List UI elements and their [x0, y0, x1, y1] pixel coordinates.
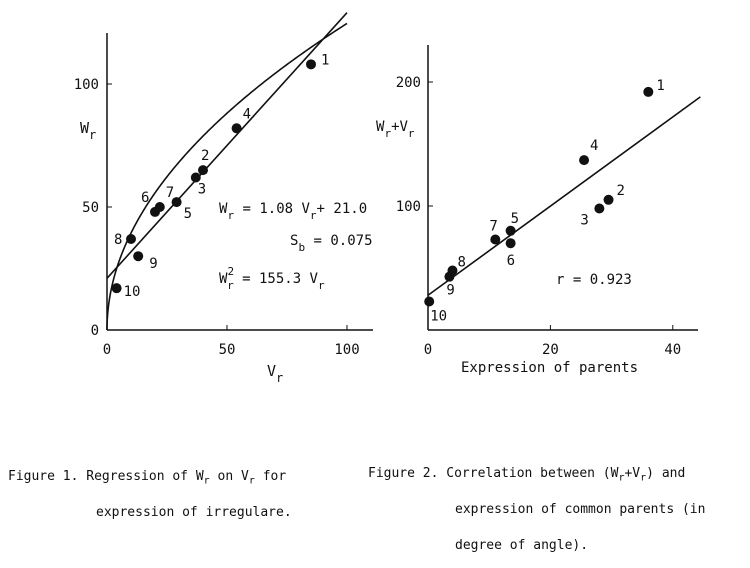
chart-2-y-tick-label: 200 [396, 75, 421, 91]
chart-1-point-label: 3 [198, 181, 206, 197]
chart-1-y-axis-label: Wr [80, 119, 96, 142]
chart-2-x-tick-label: 0 [424, 342, 432, 358]
chart-2-data-point [444, 271, 455, 282]
chart-2-x-tick-label: 20 [542, 342, 559, 358]
chart-2-data-point [490, 234, 501, 245]
chart-1-point-label: 8 [114, 232, 122, 248]
chart-1-data-point [190, 172, 201, 183]
chart-1-data-point [231, 123, 242, 134]
chart-1-point-label: 9 [149, 256, 157, 272]
chart-2-data-point [643, 86, 654, 97]
chart-1-data-point [126, 233, 136, 244]
chart-2-data-point [505, 225, 516, 236]
figure-1-caption-line-1: Figure 1. Regression of Wr on Vr for [8, 469, 287, 487]
chart-1-point-label: 7 [166, 185, 174, 201]
chart-2-point-label: 2 [617, 183, 625, 199]
chart-1-x-tick-label: 50 [219, 342, 236, 358]
chart-2-correlation: 0 20 40 100 200 1 2 3 4 5 6 7 89 10 Wr+Vr Expression… [376, 45, 701, 376]
chart-1-point-label: 1 [321, 52, 329, 68]
chart-1-data-point [133, 251, 144, 262]
figure-1-caption-line-2: expression of irregulare. [96, 505, 292, 520]
chart-2-x-tick-label: 40 [664, 342, 681, 358]
chart-1-point-label: 5 [184, 206, 192, 222]
chart-2-data-point [579, 155, 590, 166]
chart-1-data-point [111, 283, 122, 294]
chart-1-point-label: 10 [124, 284, 141, 300]
figure-2-caption-line-1: Figure 2. Correlation between (Wr+Vr) an… [368, 466, 686, 484]
chart-2-point-label: 8 [457, 254, 465, 270]
chart-1-parabola-equation: W2 r = 155.3 Vr [219, 265, 325, 292]
chart-1-regression-line [106, 12, 348, 279]
chart-1-point-label: 6 [141, 190, 149, 206]
chart-2-point-label: 6 [507, 253, 515, 269]
figure-2-caption-line-3: degree of angle). [455, 538, 589, 553]
chart-2-point-label: 4 [590, 138, 598, 154]
chart-1-regression: 0 50 100 0 50 100 1 2 3 4 5 6 7 8 9 10 Wr Vr Wr = 1.08… [74, 12, 373, 385]
chart-1-x-tick-label: 100 [334, 342, 359, 358]
chart-2-point-label: 9 [446, 283, 454, 299]
chart-1-data-point [171, 197, 182, 208]
chart-1-point-label: 4 [243, 106, 251, 122]
chart-2-y-axis-label: Wr+Vr [376, 119, 415, 140]
chart-1-parabola-curve [106, 22, 348, 331]
chart-1-regression-equation: Wr = 1.08 Vr+ 21.0 [219, 201, 367, 222]
chart-1-y-tick-label: 50 [82, 200, 99, 216]
figure-2-caption-line-2: expression of common parents (in [455, 502, 706, 517]
chart-1-point-label: 2 [201, 148, 209, 164]
chart-1-y-tick-label: 0 [91, 323, 99, 339]
chart-1-x-tick-label: 0 [103, 342, 111, 358]
chart-2-data-point [603, 194, 614, 205]
chart-2-regression-line [427, 96, 701, 296]
chart-1-x-axis-label: Vr [267, 362, 283, 385]
chart-1-data-point [306, 59, 316, 70]
chart-2-point-label: 3 [580, 212, 588, 228]
chart-1-data-point [154, 202, 165, 212]
chart-1-sb-annotation: Sb = 0.075 [290, 233, 373, 254]
chart-1-data-point [198, 165, 208, 176]
chart-2-y-tick-label: 100 [396, 199, 421, 215]
chart-2-point-label: 1 [656, 78, 664, 94]
chart-2-data-point [505, 238, 516, 249]
chart-2-data-point [594, 203, 605, 214]
chart-2-data-point [424, 296, 435, 307]
chart-2-point-label: 7 [489, 218, 497, 234]
chart-2-x-axis-label: Expression of parents [461, 360, 638, 376]
chart-2-r-annotation: r = 0.923 [556, 272, 632, 288]
chart-2-point-label: 5 [511, 211, 519, 227]
chart-1-y-tick-label: 100 [74, 77, 99, 93]
chart-2-point-label: 10 [430, 308, 447, 324]
